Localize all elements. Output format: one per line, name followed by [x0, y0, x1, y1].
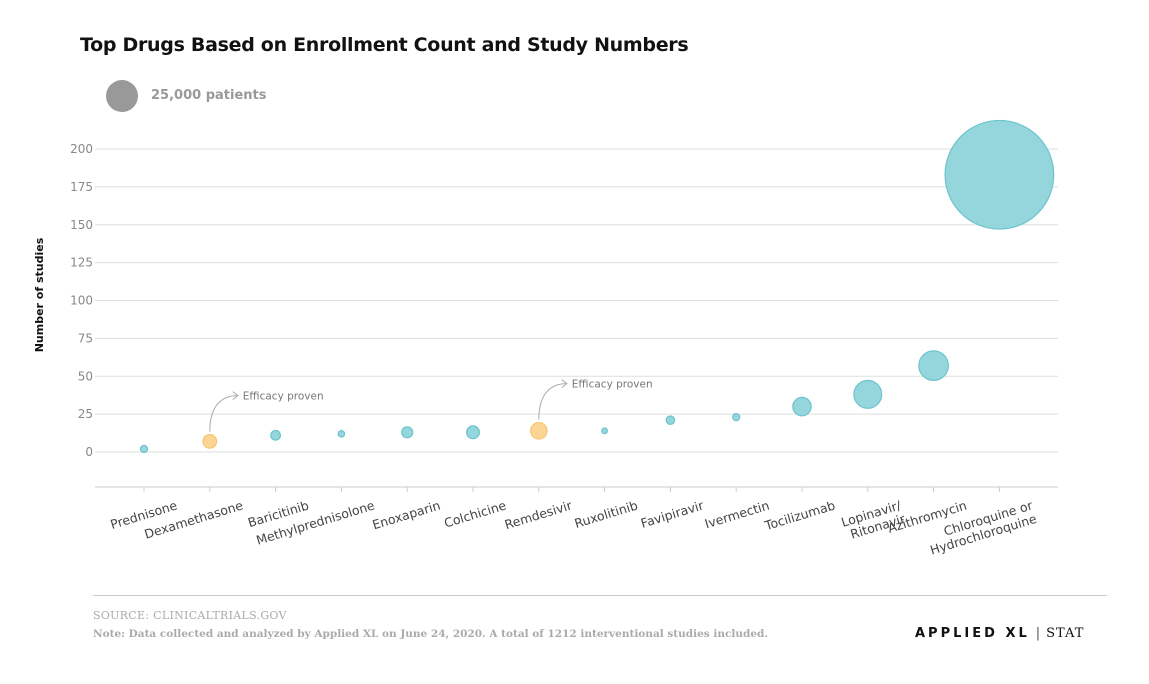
chart-title: Top Drugs Based on Enrollment Count and …	[80, 34, 689, 56]
footer-divider	[93, 595, 1107, 596]
x-tick-label-line: Ivermectin	[703, 498, 771, 532]
bubble-chloroquine-or-hydrochloroquine	[944, 119, 1055, 230]
x-tick-label-line: Ruxolitinib	[573, 498, 640, 531]
gridlines	[95, 148, 1058, 453]
brand-stat: STAT	[1046, 626, 1085, 641]
y-tick-75: 75	[78, 331, 93, 345]
annotation-arrowhead	[561, 379, 568, 389]
bubble-baricitinib	[270, 429, 282, 441]
x-tick-label-line: Enoxaparin	[370, 498, 442, 533]
y-tick-125: 125	[70, 256, 93, 270]
annotations: Efficacy proven Efficacy proven	[209, 379, 653, 432]
x-tick-label-line: Favipiravir	[639, 497, 706, 531]
x-tick-label-line: Colchicine	[442, 497, 508, 530]
bubble-azithromycin	[918, 350, 949, 382]
y-tick-0: 0	[85, 445, 93, 459]
x-tick-label-8: Favipiravir	[639, 497, 706, 531]
bubble-tocilizumab	[792, 396, 812, 417]
note-text: Note: Data collected and analyzed by App…	[93, 628, 769, 640]
legend-bubble	[106, 80, 138, 112]
annotation-label: Efficacy proven	[243, 391, 324, 403]
x-tick-label-6: Remdesivir	[503, 497, 575, 532]
y-tick-25: 25	[78, 407, 93, 421]
bubble-ivermectin	[732, 412, 741, 422]
y-tick-150: 150	[70, 218, 93, 232]
y-tick-175: 175	[70, 180, 93, 194]
bubble-remdesivir	[529, 421, 548, 440]
x-tick-label-9: Ivermectin	[703, 498, 771, 532]
brand-logo: APPLIED XL | STAT	[915, 626, 1084, 641]
annotation-arrow	[209, 395, 238, 432]
source-text: SOURCE: CLINICALTRIALS.GOV	[93, 609, 287, 622]
bubble-prednisone	[139, 444, 149, 454]
bubble-lopinavir-ritonavir	[853, 379, 883, 409]
bubble-enoxaparin	[401, 426, 414, 439]
y-tick-50: 50	[78, 369, 93, 383]
annotation-label: Efficacy proven	[572, 379, 653, 391]
x-tick-label-10: Tocilizumab	[762, 498, 837, 534]
bubble-favipiravir	[665, 415, 676, 425]
x-tick-label-line: Remdesivir	[503, 497, 575, 532]
bubble-methylprednisolone	[337, 430, 346, 438]
y-tick-100: 100	[70, 294, 93, 308]
annotation-arrow	[538, 383, 567, 420]
bubble-ruxolitinib	[601, 427, 608, 435]
brand-applied: APPLIED	[915, 626, 998, 641]
brand-separator: |	[1035, 626, 1041, 641]
x-tick-label-4: Enoxaparin	[370, 498, 442, 533]
y-axis-label: Number of studies	[33, 237, 46, 352]
y-tick-labels: 0 25 50 75 100 125 150 175 200	[70, 142, 93, 459]
x-tick-label-7: Ruxolitinib	[573, 498, 640, 531]
x-tick-label-line: Tocilizumab	[762, 498, 837, 534]
annotation-arrowhead	[232, 391, 239, 400]
bubble-colchicine	[466, 425, 481, 440]
bubble-dexamethasone	[202, 433, 218, 449]
bubble-chart: 0 25 50 75 100 125 150 175 200 PrednisoneDexamet…	[33, 119, 1058, 558]
bubbles	[139, 119, 1055, 454]
legend-label: 25,000 patients	[151, 88, 267, 103]
x-tick-label-5: Colchicine	[442, 497, 508, 530]
brand-xl: XL	[1005, 626, 1030, 641]
y-tick-200: 200	[70, 142, 93, 156]
